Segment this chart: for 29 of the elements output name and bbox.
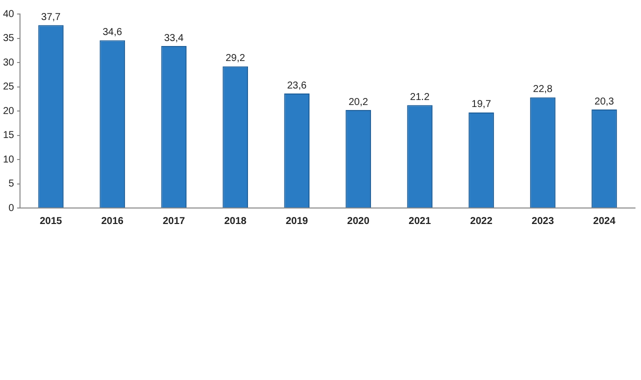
x-tick-label: 2021 (408, 216, 432, 227)
y-tick-label: 35 (3, 33, 15, 44)
x-tick-label: 2016 (101, 216, 124, 227)
x-tick-label: 2022 (470, 216, 493, 227)
data-label: 29,2 (226, 53, 246, 64)
x-tick-label: 2023 (532, 216, 554, 227)
x-tick-label: 2018 (224, 216, 247, 227)
data-label: 33,4 (164, 32, 184, 44)
x-tick-label: 2019 (286, 216, 308, 227)
y-tick-label: 0 (8, 202, 15, 214)
y-tick-label: 20 (3, 106, 15, 117)
data-label: 23,6 (287, 80, 307, 92)
data-label: 37,7 (41, 12, 62, 23)
y-tick-label: 30 (3, 57, 15, 68)
y-tick-label: 10 (3, 154, 15, 166)
data-label: 21.2 (410, 92, 430, 103)
data-label: 20,3 (594, 96, 614, 108)
y-tick-label: 40 (3, 8, 15, 20)
data-label: 20,2 (348, 96, 368, 108)
y-tick-label: 15 (3, 130, 15, 141)
data-label: 19,7 (472, 99, 492, 110)
data-label: 34,6 (102, 26, 123, 38)
x-tick-label: 2024 (593, 216, 616, 227)
y-tick-label: 25 (3, 82, 15, 92)
data-label: 22,8 (533, 84, 553, 96)
x-tick-label: 2020 (347, 216, 370, 227)
x-tick-label: 2017 (162, 216, 186, 227)
x-tick-label: 2015 (40, 216, 62, 227)
y-tick-label: 5 (8, 178, 15, 190)
